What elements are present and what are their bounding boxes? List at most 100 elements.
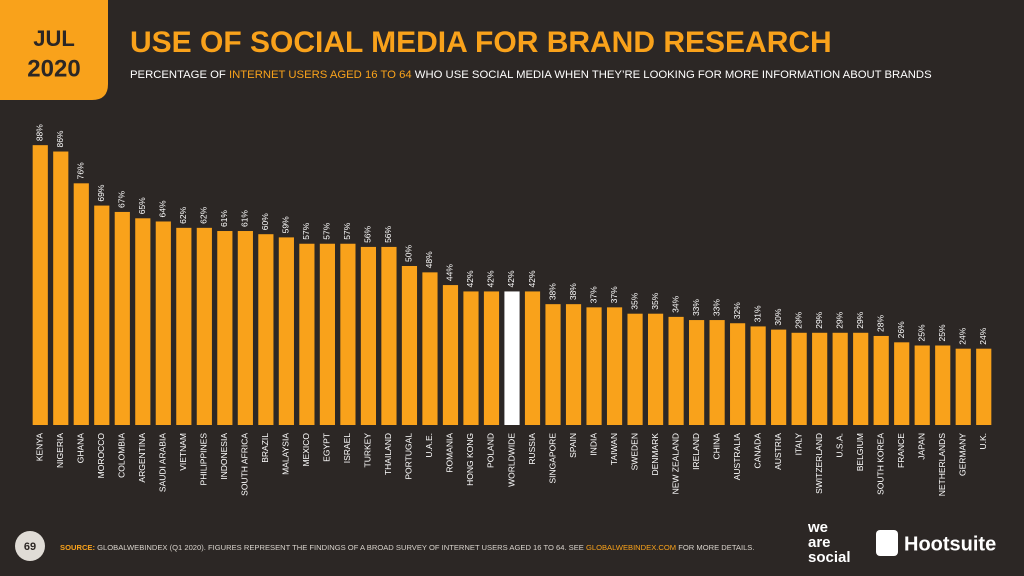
value-label: 31% <box>752 305 762 322</box>
value-label: 24% <box>957 327 967 344</box>
x-tick-label: COLOMBIA <box>117 433 127 478</box>
value-label: 61% <box>219 210 229 227</box>
x-tick-label: EGYPT <box>322 433 332 462</box>
bar <box>73 183 89 425</box>
bar <box>750 326 766 425</box>
subtitle-highlight: INTERNET USERS AGED 16 TO 64 <box>229 69 412 81</box>
x-tick-label: MEXICO <box>301 433 311 467</box>
bar <box>401 266 418 425</box>
x-tick-label: AUSTRALIA <box>732 433 742 481</box>
bar <box>299 243 315 425</box>
bar <box>196 227 212 425</box>
value-label: 29% <box>793 311 803 328</box>
x-tick-label: GERMANY <box>957 433 967 476</box>
value-label: 48% <box>424 251 434 268</box>
bar <box>176 227 192 425</box>
bar <box>217 231 233 425</box>
x-tick-label: IRELAND <box>691 433 701 470</box>
x-tick-label: BRAZIL <box>260 433 270 463</box>
subtitle-part: WHO USE SOCIAL MEDIA WHEN THEY’RE LOOKIN… <box>412 69 932 81</box>
bar <box>155 221 171 425</box>
x-tick-label: TAIWAN <box>609 433 619 465</box>
bar <box>976 348 992 425</box>
value-label: 28% <box>875 315 885 332</box>
bar <box>935 345 951 425</box>
value-label: 29% <box>834 311 844 328</box>
bar <box>955 348 971 425</box>
x-tick-label: WORLDWIDE <box>506 433 516 487</box>
x-tick-label: NETHERLANDS <box>937 433 947 497</box>
bar <box>483 291 500 425</box>
bar <box>689 320 705 425</box>
bar <box>53 151 69 425</box>
x-tick-label: SWEDEN <box>629 433 639 470</box>
bar <box>873 335 889 425</box>
bar <box>32 145 48 425</box>
x-tick-label: VIETNAM <box>178 433 188 471</box>
source-label: SOURCE: <box>60 543 95 552</box>
value-label: 62% <box>199 206 209 223</box>
value-label: 26% <box>896 321 906 338</box>
value-label: 42% <box>486 270 496 287</box>
bar-chart: 88% KENYA 86% NIGERIA 76% GHANA 69% MOROCCO 67% C… <box>32 124 992 497</box>
value-label: 86% <box>55 130 65 147</box>
value-label: 30% <box>773 308 783 325</box>
bar <box>791 332 807 425</box>
value-label: 50% <box>404 245 414 262</box>
value-label: 57% <box>322 222 332 239</box>
value-label: 37% <box>609 286 619 303</box>
x-tick-label: U.S.A. <box>834 433 844 458</box>
value-label: 35% <box>650 292 660 309</box>
value-label: 25% <box>937 324 947 341</box>
bar <box>709 320 725 425</box>
value-label: 65% <box>137 197 147 214</box>
value-label: 56% <box>363 225 373 242</box>
bar <box>463 291 479 425</box>
subtitle: PERCENTAGE OF INTERNET USERS AGED 16 TO … <box>130 69 932 81</box>
source: SOURCE: GLOBALWEBINDEX (Q1 2020). FIGURE… <box>60 543 754 552</box>
value-label: 42% <box>465 270 475 287</box>
value-label: 59% <box>281 216 291 233</box>
x-tick-label: CHINA <box>711 433 721 460</box>
bar <box>340 243 356 425</box>
value-label: 57% <box>301 222 311 239</box>
bar <box>278 237 294 425</box>
value-label: 32% <box>732 302 742 319</box>
x-tick-label: ISRAEL <box>342 433 352 464</box>
logo-word: we <box>807 519 828 536</box>
value-label: 29% <box>814 311 824 328</box>
value-label: 29% <box>855 311 865 328</box>
x-tick-label: AUSTRIA <box>773 433 783 470</box>
value-label: 42% <box>527 270 537 287</box>
hootsuite-icon <box>876 530 898 556</box>
x-tick-label: RUSSIA <box>527 433 537 465</box>
value-label: 44% <box>445 264 455 281</box>
value-label: 35% <box>629 292 639 309</box>
value-label: 61% <box>240 210 250 227</box>
x-tick-label: PORTUGAL <box>404 433 414 480</box>
bar <box>894 342 910 425</box>
value-label: 25% <box>916 324 926 341</box>
bar <box>647 313 664 425</box>
value-label: 34% <box>670 295 680 312</box>
we-are-social-logo: we are social <box>807 519 851 566</box>
x-tick-label: BELGIUM <box>855 433 865 471</box>
bar <box>771 329 787 425</box>
value-label: 33% <box>691 299 701 316</box>
x-tick-label: CANADA <box>752 433 762 469</box>
source-text: FOR MORE DETAILS. <box>676 543 754 552</box>
x-tick-label: HONG KONG <box>465 433 475 486</box>
value-label: 33% <box>711 299 721 316</box>
bar <box>853 332 869 425</box>
x-tick-label: MOROCCO <box>96 433 106 479</box>
bar <box>812 332 828 425</box>
source-link: GLOBALWEBINDEX.COM <box>586 543 676 552</box>
x-tick-label: SOUTH KOREA <box>875 433 885 495</box>
bar <box>545 304 561 425</box>
bar <box>360 246 377 425</box>
month: JUL <box>33 26 75 51</box>
bar <box>565 304 582 425</box>
x-tick-label: THAILAND <box>383 433 393 475</box>
bar <box>442 285 459 425</box>
